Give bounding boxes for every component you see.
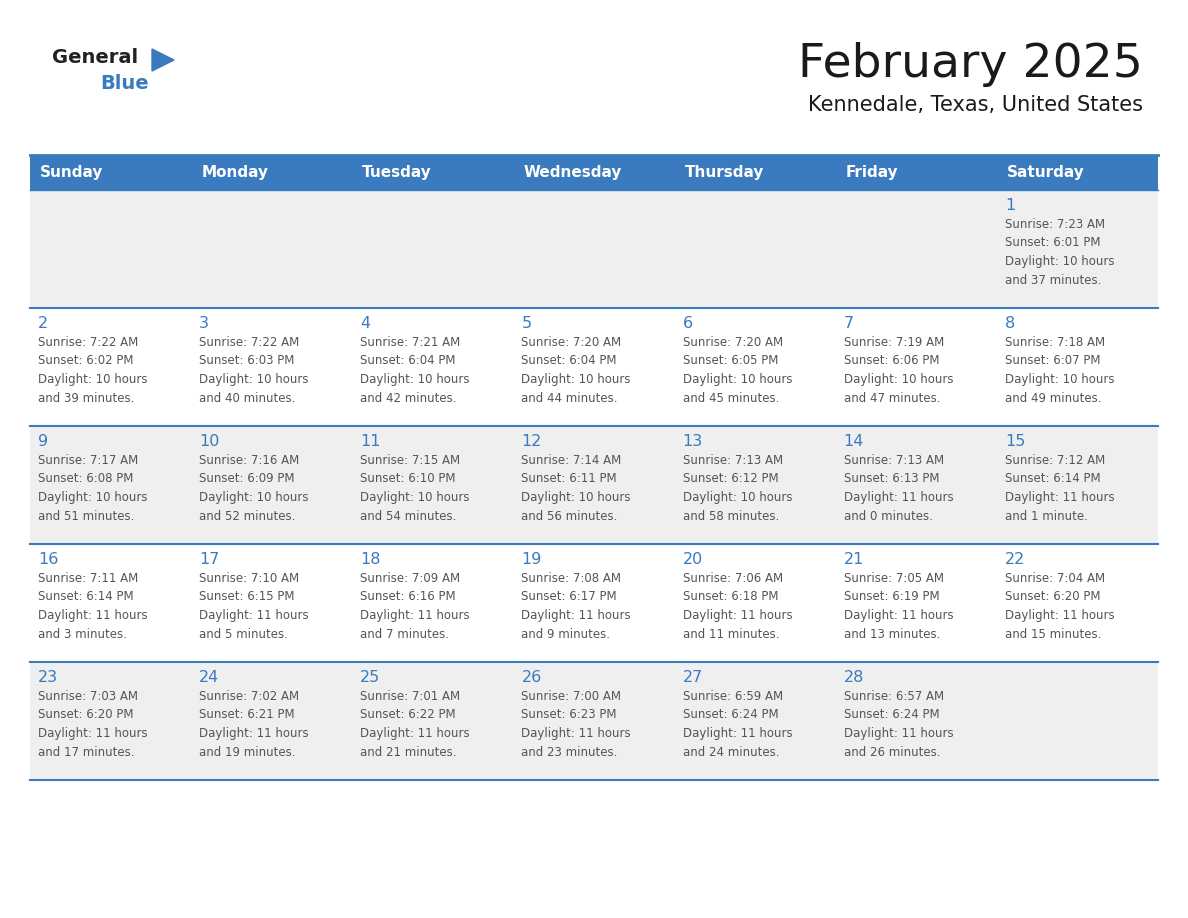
- Text: 2: 2: [38, 316, 49, 331]
- Bar: [30, 662, 1158, 780]
- Bar: [30, 426, 1158, 544]
- Text: 20: 20: [683, 552, 703, 567]
- Text: Kennedale, Texas, United States: Kennedale, Texas, United States: [808, 95, 1143, 115]
- Text: 7: 7: [843, 316, 854, 331]
- Text: Sunrise: 7:19 AM
Sunset: 6:06 PM
Daylight: 10 hours
and 47 minutes.: Sunrise: 7:19 AM Sunset: 6:06 PM Dayligh…: [843, 336, 953, 405]
- Text: 1: 1: [1005, 198, 1015, 213]
- Text: 9: 9: [38, 434, 49, 449]
- Text: 21: 21: [843, 552, 864, 567]
- Text: Sunrise: 6:59 AM
Sunset: 6:24 PM
Daylight: 11 hours
and 24 minutes.: Sunrise: 6:59 AM Sunset: 6:24 PM Dayligh…: [683, 690, 792, 758]
- Text: Sunrise: 7:08 AM
Sunset: 6:17 PM
Daylight: 11 hours
and 9 minutes.: Sunrise: 7:08 AM Sunset: 6:17 PM Dayligh…: [522, 572, 631, 641]
- Text: 14: 14: [843, 434, 864, 449]
- Text: Friday: Friday: [846, 165, 898, 180]
- Text: Sunrise: 7:22 AM
Sunset: 6:02 PM
Daylight: 10 hours
and 39 minutes.: Sunrise: 7:22 AM Sunset: 6:02 PM Dayligh…: [38, 336, 147, 405]
- Text: Sunrise: 7:18 AM
Sunset: 6:07 PM
Daylight: 10 hours
and 49 minutes.: Sunrise: 7:18 AM Sunset: 6:07 PM Dayligh…: [1005, 336, 1114, 405]
- Text: 4: 4: [360, 316, 371, 331]
- Text: Sunrise: 7:01 AM
Sunset: 6:22 PM
Daylight: 11 hours
and 21 minutes.: Sunrise: 7:01 AM Sunset: 6:22 PM Dayligh…: [360, 690, 470, 758]
- Text: 10: 10: [200, 434, 220, 449]
- Text: 6: 6: [683, 316, 693, 331]
- Text: General: General: [52, 48, 138, 67]
- Text: Sunrise: 7:21 AM
Sunset: 6:04 PM
Daylight: 10 hours
and 42 minutes.: Sunrise: 7:21 AM Sunset: 6:04 PM Dayligh…: [360, 336, 469, 405]
- Text: 23: 23: [38, 670, 58, 685]
- Text: Sunrise: 7:15 AM
Sunset: 6:10 PM
Daylight: 10 hours
and 54 minutes.: Sunrise: 7:15 AM Sunset: 6:10 PM Dayligh…: [360, 454, 469, 522]
- Text: 12: 12: [522, 434, 542, 449]
- Text: 11: 11: [360, 434, 381, 449]
- Text: Sunrise: 7:14 AM
Sunset: 6:11 PM
Daylight: 10 hours
and 56 minutes.: Sunrise: 7:14 AM Sunset: 6:11 PM Dayligh…: [522, 454, 631, 522]
- Text: Sunrise: 7:22 AM
Sunset: 6:03 PM
Daylight: 10 hours
and 40 minutes.: Sunrise: 7:22 AM Sunset: 6:03 PM Dayligh…: [200, 336, 309, 405]
- Text: Saturday: Saturday: [1007, 165, 1085, 180]
- Text: Sunday: Sunday: [40, 165, 103, 180]
- Text: Sunrise: 7:02 AM
Sunset: 6:21 PM
Daylight: 11 hours
and 19 minutes.: Sunrise: 7:02 AM Sunset: 6:21 PM Dayligh…: [200, 690, 309, 758]
- Text: Sunrise: 7:04 AM
Sunset: 6:20 PM
Daylight: 11 hours
and 15 minutes.: Sunrise: 7:04 AM Sunset: 6:20 PM Dayligh…: [1005, 572, 1114, 641]
- Text: February 2025: February 2025: [798, 42, 1143, 87]
- Text: 18: 18: [360, 552, 381, 567]
- Text: Sunrise: 7:20 AM
Sunset: 6:04 PM
Daylight: 10 hours
and 44 minutes.: Sunrise: 7:20 AM Sunset: 6:04 PM Dayligh…: [522, 336, 631, 405]
- Bar: [513, 155, 675, 190]
- Bar: [30, 544, 1158, 662]
- Bar: [675, 155, 835, 190]
- Text: 5: 5: [522, 316, 531, 331]
- Text: Sunrise: 7:05 AM
Sunset: 6:19 PM
Daylight: 11 hours
and 13 minutes.: Sunrise: 7:05 AM Sunset: 6:19 PM Dayligh…: [843, 572, 953, 641]
- Text: Sunrise: 7:11 AM
Sunset: 6:14 PM
Daylight: 11 hours
and 3 minutes.: Sunrise: 7:11 AM Sunset: 6:14 PM Dayligh…: [38, 572, 147, 641]
- Text: Wednesday: Wednesday: [524, 165, 621, 180]
- Text: Blue: Blue: [100, 74, 148, 93]
- Text: Sunrise: 7:00 AM
Sunset: 6:23 PM
Daylight: 11 hours
and 23 minutes.: Sunrise: 7:00 AM Sunset: 6:23 PM Dayligh…: [522, 690, 631, 758]
- Text: 8: 8: [1005, 316, 1015, 331]
- Text: 27: 27: [683, 670, 703, 685]
- Text: Sunrise: 7:23 AM
Sunset: 6:01 PM
Daylight: 10 hours
and 37 minutes.: Sunrise: 7:23 AM Sunset: 6:01 PM Dayligh…: [1005, 218, 1114, 286]
- Bar: [30, 308, 1158, 426]
- Bar: [997, 155, 1158, 190]
- Text: 25: 25: [360, 670, 380, 685]
- Text: 16: 16: [38, 552, 58, 567]
- Text: 26: 26: [522, 670, 542, 685]
- Text: Sunrise: 7:12 AM
Sunset: 6:14 PM
Daylight: 11 hours
and 1 minute.: Sunrise: 7:12 AM Sunset: 6:14 PM Dayligh…: [1005, 454, 1114, 522]
- Text: Sunrise: 7:20 AM
Sunset: 6:05 PM
Daylight: 10 hours
and 45 minutes.: Sunrise: 7:20 AM Sunset: 6:05 PM Dayligh…: [683, 336, 792, 405]
- Text: 15: 15: [1005, 434, 1025, 449]
- Bar: [353, 155, 513, 190]
- Bar: [191, 155, 353, 190]
- Text: Sunrise: 7:13 AM
Sunset: 6:13 PM
Daylight: 11 hours
and 0 minutes.: Sunrise: 7:13 AM Sunset: 6:13 PM Dayligh…: [843, 454, 953, 522]
- Text: 24: 24: [200, 670, 220, 685]
- Text: Tuesday: Tuesday: [362, 165, 432, 180]
- Text: 22: 22: [1005, 552, 1025, 567]
- Text: 19: 19: [522, 552, 542, 567]
- Text: Sunrise: 6:57 AM
Sunset: 6:24 PM
Daylight: 11 hours
and 26 minutes.: Sunrise: 6:57 AM Sunset: 6:24 PM Dayligh…: [843, 690, 953, 758]
- Text: Sunrise: 7:13 AM
Sunset: 6:12 PM
Daylight: 10 hours
and 58 minutes.: Sunrise: 7:13 AM Sunset: 6:12 PM Dayligh…: [683, 454, 792, 522]
- Text: Sunrise: 7:09 AM
Sunset: 6:16 PM
Daylight: 11 hours
and 7 minutes.: Sunrise: 7:09 AM Sunset: 6:16 PM Dayligh…: [360, 572, 470, 641]
- Polygon shape: [152, 49, 173, 71]
- Text: Sunrise: 7:03 AM
Sunset: 6:20 PM
Daylight: 11 hours
and 17 minutes.: Sunrise: 7:03 AM Sunset: 6:20 PM Dayligh…: [38, 690, 147, 758]
- Text: 17: 17: [200, 552, 220, 567]
- Text: Sunrise: 7:06 AM
Sunset: 6:18 PM
Daylight: 11 hours
and 11 minutes.: Sunrise: 7:06 AM Sunset: 6:18 PM Dayligh…: [683, 572, 792, 641]
- Bar: [835, 155, 997, 190]
- Text: 28: 28: [843, 670, 864, 685]
- Text: 13: 13: [683, 434, 703, 449]
- Bar: [30, 155, 191, 190]
- Bar: [30, 190, 1158, 308]
- Text: Sunrise: 7:17 AM
Sunset: 6:08 PM
Daylight: 10 hours
and 51 minutes.: Sunrise: 7:17 AM Sunset: 6:08 PM Dayligh…: [38, 454, 147, 522]
- Text: Monday: Monday: [201, 165, 268, 180]
- Text: Sunrise: 7:16 AM
Sunset: 6:09 PM
Daylight: 10 hours
and 52 minutes.: Sunrise: 7:16 AM Sunset: 6:09 PM Dayligh…: [200, 454, 309, 522]
- Text: Sunrise: 7:10 AM
Sunset: 6:15 PM
Daylight: 11 hours
and 5 minutes.: Sunrise: 7:10 AM Sunset: 6:15 PM Dayligh…: [200, 572, 309, 641]
- Text: 3: 3: [200, 316, 209, 331]
- Text: Thursday: Thursday: [684, 165, 764, 180]
